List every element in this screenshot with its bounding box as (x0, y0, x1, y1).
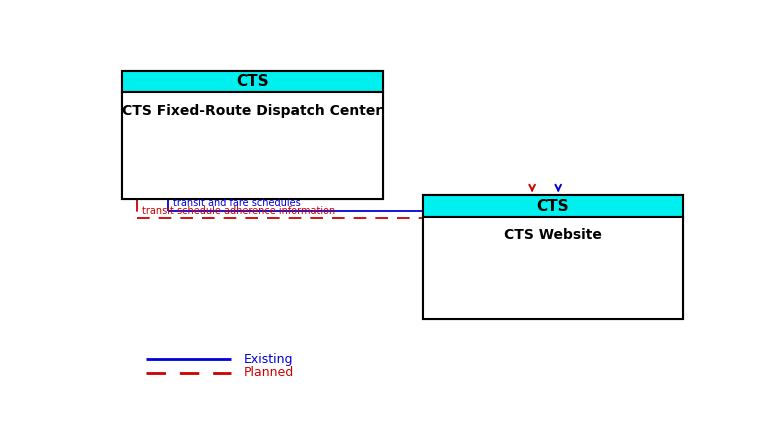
Text: CTS Website: CTS Website (504, 228, 602, 242)
Bar (122, 71, 383, 92)
Text: transit schedule adherence information: transit schedule adherence information (143, 206, 335, 215)
Text: Planned: Planned (244, 366, 294, 379)
Text: CTS: CTS (536, 198, 569, 214)
Text: CTS: CTS (236, 74, 269, 89)
Bar (122, 92, 383, 198)
Bar (122, 71, 383, 198)
Text: Existing: Existing (244, 353, 293, 366)
Bar (423, 195, 684, 217)
Text: transit and fare schedules: transit and fare schedules (172, 198, 300, 208)
Text: CTS Fixed-Route Dispatch Center: CTS Fixed-Route Dispatch Center (122, 104, 383, 118)
Bar (423, 217, 684, 319)
Bar (423, 195, 684, 319)
